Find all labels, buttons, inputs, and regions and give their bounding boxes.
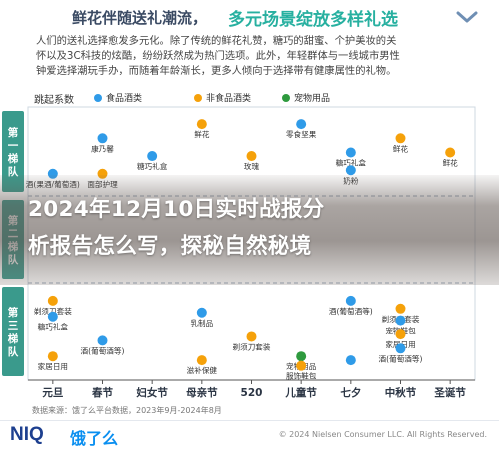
data-point: [47, 351, 58, 362]
legend-item-food: 食品酒类: [94, 91, 142, 104]
niq-logo: NIQ: [10, 424, 44, 445]
tier-label-bg: [2, 287, 24, 376]
data-point: [196, 119, 207, 130]
data-point: [345, 295, 356, 306]
data-point-label: 糖巧礼盒: [137, 161, 168, 171]
data-point-label: 酒(葡萄酒等): [329, 306, 373, 316]
data-point: [47, 295, 58, 306]
data-point-label: 酒(葡萄酒等): [379, 353, 423, 363]
x-tick-label: 520: [241, 387, 263, 399]
x-tick-label: 圣诞节: [433, 386, 466, 399]
chart-legend: 跳起系数 食品酒类 非食品酒类 宠物用品: [34, 91, 334, 106]
tier-label-char: 第: [8, 306, 19, 319]
tier-label-char: 梯: [8, 332, 19, 345]
intro-line: 怀以及3C科技的炫酷，纷纷跃然成为热门选项。此外，年轻群体与一线城市男性: [36, 50, 400, 62]
data-point: [246, 151, 257, 162]
data-point: [97, 133, 108, 144]
intro-paragraph: 人们的送礼选择愈发多元化。除了传统的鲜花礼赞，糖巧的甜蜜、个护美妆的关 怀以及3…: [36, 34, 476, 79]
data-point-label: 鲜花: [443, 158, 459, 168]
legend-item-nonfood: 非食品酒类: [194, 91, 251, 104]
legend-item-pet: 宠物用品: [282, 91, 330, 104]
data-point: [345, 147, 356, 158]
data-point-label: 剃须刀套装: [233, 341, 271, 351]
eleme-logo: 饿了么: [70, 429, 119, 448]
data-point: [147, 151, 158, 162]
tier-label-bg: [2, 111, 24, 192]
page-title-part2: 多元场景绽放多样礼选: [228, 10, 398, 30]
source-note: 数据来源：饿了么平台数据，2023年9月-2024年8月: [32, 405, 222, 415]
data-point-label: 康乃馨: [91, 143, 114, 153]
data-point: [345, 165, 356, 176]
tier-label-char: 一: [8, 140, 19, 152]
data-point: [395, 343, 406, 354]
overlay-headline-line2[interactable]: 析报告怎么写，探秘自然秘境: [28, 234, 312, 259]
copyright-text: © 2024 Nielsen Consumer LLC. All Rights …: [278, 430, 487, 439]
legend-dot: [194, 94, 202, 102]
data-point: [97, 335, 108, 346]
x-tick-label: 妇女节: [135, 386, 168, 399]
page-footer: NIQ 饿了么 © 2024 Nielsen Consumer LLC. All…: [0, 420, 499, 448]
x-tick-label: 母亲节: [186, 386, 218, 399]
tier-label-char: 梯: [8, 152, 19, 165]
data-point: [296, 119, 307, 130]
overlay-banner: [0, 175, 499, 285]
data-point-label: 酒(葡萄酒等): [81, 345, 125, 355]
data-point-label: 糖巧礼盒: [336, 158, 367, 168]
legend-dot: [282, 94, 290, 102]
x-tick-label: 儿童节: [284, 386, 317, 399]
data-point-label: 玫瑰: [244, 161, 260, 171]
x-tick-label: 元旦: [42, 387, 63, 399]
tier-label-char: 三: [8, 320, 19, 332]
data-point: [296, 360, 307, 371]
data-point: [395, 133, 406, 144]
data-point: [445, 147, 456, 158]
tier-label-char: 队: [8, 345, 19, 358]
data-point: [196, 355, 207, 366]
x-tick-label: 中秋节: [385, 386, 417, 399]
data-point: [395, 303, 406, 314]
chevron-down-icon[interactable]: [456, 10, 478, 24]
overlay-headline-line1[interactable]: 2024年12月10日实时战报分: [28, 197, 325, 222]
tier-label-char: 队: [8, 165, 19, 178]
intro-line: 钟爱选择潮玩手办，而随着年龄渐长，更多人倾向于选择带有健康属性的礼物。: [36, 65, 397, 77]
data-point: [47, 311, 58, 322]
data-point: [296, 351, 307, 362]
data-point-label: 剃须刀套装: [34, 306, 72, 316]
data-point-label: 鲜花: [194, 129, 210, 139]
legend-dot: [94, 94, 102, 102]
x-tick-label: 七夕: [340, 386, 361, 399]
data-point-label: 鲜花: [393, 143, 409, 153]
data-point: [246, 331, 257, 342]
tier-label-char: 第: [8, 126, 19, 139]
data-point-label: 滋补保健: [187, 365, 218, 375]
data-point: [345, 355, 356, 366]
data-point: [196, 307, 207, 318]
data-point-label: 零食坚果: [286, 129, 317, 139]
data-point-label: 服饰鞋包: [286, 371, 317, 381]
data-point: [395, 315, 406, 326]
data-point-label: 乳制品: [190, 318, 213, 328]
data-point: [395, 329, 406, 340]
data-point-label: 糖巧礼盒: [38, 322, 69, 332]
page-title-part1: 鲜花伴随送礼潮流，: [72, 9, 208, 27]
legend-title: 跳起系数: [34, 95, 74, 106]
intro-line: 人们的送礼选择愈发多元化。除了传统的鲜花礼赞，糖巧的甜蜜、个护美妆的关: [36, 35, 397, 47]
page-header: 鲜花伴随送礼潮流， 多元场景绽放多样礼选: [0, 0, 499, 38]
data-point-label: 家居日用: [38, 361, 68, 371]
x-tick-label: 春节: [92, 386, 113, 399]
